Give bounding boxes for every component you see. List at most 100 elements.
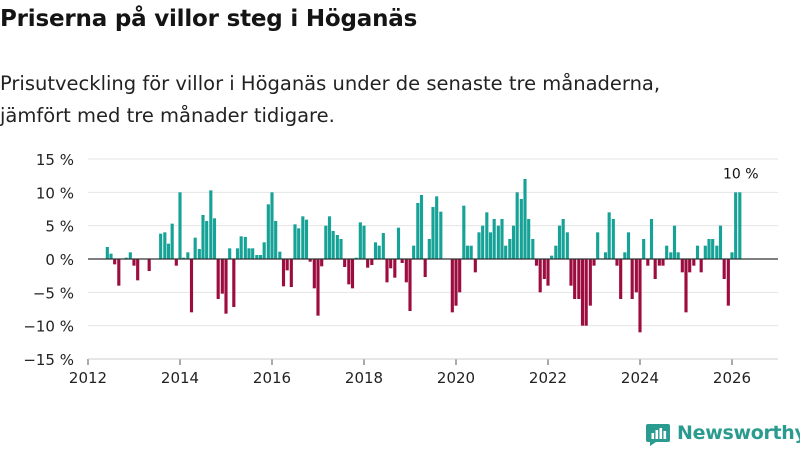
- bar: [270, 192, 274, 259]
- bar: [477, 232, 481, 259]
- bar: [504, 245, 508, 259]
- x-tick-label: 2016: [253, 369, 291, 387]
- bar: [289, 259, 293, 287]
- bar: [389, 259, 393, 269]
- bar: [680, 259, 684, 273]
- bar: [408, 259, 412, 311]
- bar: [224, 259, 228, 314]
- bar: [692, 259, 696, 266]
- bar: [703, 245, 707, 259]
- bar: [412, 245, 416, 259]
- x-tick-label: 2018: [345, 369, 383, 387]
- x-tick-label: 2012: [69, 369, 107, 387]
- bar: [235, 248, 240, 259]
- bar: [508, 239, 512, 259]
- bar: [205, 221, 209, 259]
- bar: [308, 259, 312, 262]
- bar: [577, 259, 581, 299]
- bar: [212, 218, 217, 259]
- bar: [174, 259, 178, 266]
- last-value-annotation: 10 %: [723, 166, 759, 182]
- bar: [216, 259, 220, 299]
- bar: [124, 257, 128, 259]
- bar: [396, 227, 401, 259]
- bar: [239, 236, 243, 259]
- y-tick-label: 10 %: [36, 184, 74, 202]
- bar: [469, 245, 473, 259]
- bar: [105, 247, 109, 259]
- bar: [542, 259, 546, 279]
- bar: [128, 252, 132, 259]
- bar: [565, 232, 569, 259]
- bar: [304, 219, 309, 259]
- bar: [588, 259, 592, 306]
- bar: [485, 212, 489, 259]
- bar: [657, 259, 661, 266]
- bar: [592, 259, 596, 266]
- bar: [243, 237, 247, 259]
- bar: [538, 259, 542, 293]
- bar: [197, 249, 201, 259]
- bar: [347, 259, 351, 285]
- bar: [427, 239, 431, 259]
- chart-subtitle: Prisutveckling för villor i Höganäs unde…: [0, 68, 780, 132]
- chart-title: Priserna på villor steg i Höganäs: [0, 6, 418, 32]
- bar: [262, 242, 266, 259]
- bar: [454, 259, 458, 306]
- bar-chart: 15 % 10 % 5 % 0 % −5 % −10 % −15 %2012 2014 2016…: [23, 151, 778, 387]
- bar: [385, 259, 389, 283]
- bar: [653, 259, 657, 279]
- newsworthy-brand[interactable]: Newsworthy: [645, 420, 800, 446]
- y-tick-label: −15 %: [23, 351, 74, 369]
- bar: [377, 245, 381, 259]
- y-tick-label: −10 %: [23, 318, 74, 336]
- bar: [251, 248, 255, 259]
- bar: [186, 252, 190, 259]
- y-tick-label: 15 %: [36, 151, 74, 169]
- bar: [416, 203, 420, 259]
- bar: [623, 252, 627, 259]
- bar: [324, 225, 328, 259]
- bar: [550, 255, 554, 259]
- bar: [630, 259, 634, 299]
- bar: [619, 259, 623, 299]
- bar: [404, 259, 408, 283]
- bar: [312, 259, 316, 289]
- bar: [343, 259, 347, 267]
- x-tick-label: 2020: [437, 369, 475, 387]
- bar: [285, 259, 289, 271]
- bar: [354, 257, 358, 259]
- bar: [738, 192, 742, 259]
- bar: [339, 239, 343, 259]
- bar: [189, 259, 194, 313]
- bar: [519, 199, 523, 259]
- bar: [646, 259, 650, 266]
- bar: [327, 216, 332, 259]
- bar-layer: [105, 179, 742, 333]
- bar: [258, 255, 263, 259]
- bar: [607, 212, 611, 259]
- bar: [435, 196, 439, 259]
- bar: [527, 219, 531, 259]
- bar: [400, 259, 404, 263]
- bar: [573, 259, 577, 299]
- bar: [297, 228, 301, 259]
- bar: [281, 259, 286, 287]
- bar: [320, 259, 324, 267]
- y-tick-label: 0 %: [45, 251, 74, 269]
- bar: [228, 248, 232, 259]
- bar: [255, 255, 259, 259]
- bar: [638, 259, 642, 333]
- bar: [166, 243, 171, 259]
- x-tick-label: 2026: [713, 369, 751, 387]
- bar: [496, 225, 500, 259]
- bar: [274, 221, 278, 259]
- bar: [465, 245, 470, 259]
- bar: [335, 235, 339, 259]
- bar: [603, 252, 608, 259]
- bar: [423, 259, 427, 277]
- bar: [232, 259, 236, 307]
- bar: [726, 259, 730, 306]
- bar: [557, 225, 562, 259]
- bar: [113, 259, 117, 265]
